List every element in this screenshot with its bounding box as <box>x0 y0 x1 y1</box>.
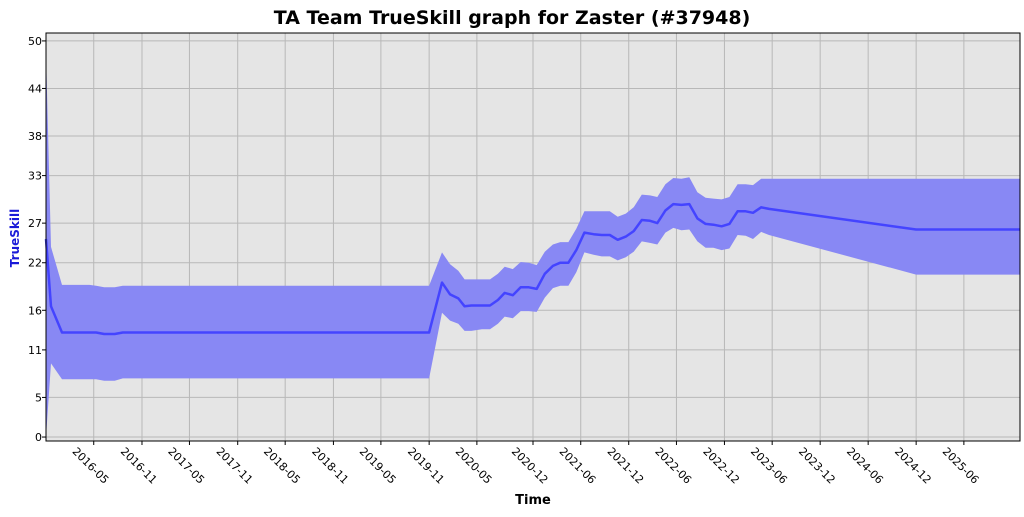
y-tick-label: 0 <box>35 431 42 444</box>
x-axis-label: Time <box>515 493 551 508</box>
y-axis-label: TrueSkill <box>8 209 22 267</box>
trueskill-line <box>44 202 1020 336</box>
y-tick-label: 38 <box>28 130 42 143</box>
y-tick-label: 33 <box>28 170 42 183</box>
y-tick-label: 5 <box>35 391 42 404</box>
y-tick-label: 50 <box>28 35 42 48</box>
y-tick-label: 27 <box>28 217 42 230</box>
series-layer <box>44 52 1020 438</box>
plot-frame <box>45 32 1021 442</box>
y-tick-label: 16 <box>28 304 42 317</box>
y-tick-label: 11 <box>28 344 42 357</box>
chart-title: TA Team TrueSkill graph for Zaster (#379… <box>274 7 751 29</box>
y-tick-label: 22 <box>28 257 42 270</box>
y-tick-label: 44 <box>28 82 42 95</box>
uncertainty-band <box>46 52 1020 438</box>
